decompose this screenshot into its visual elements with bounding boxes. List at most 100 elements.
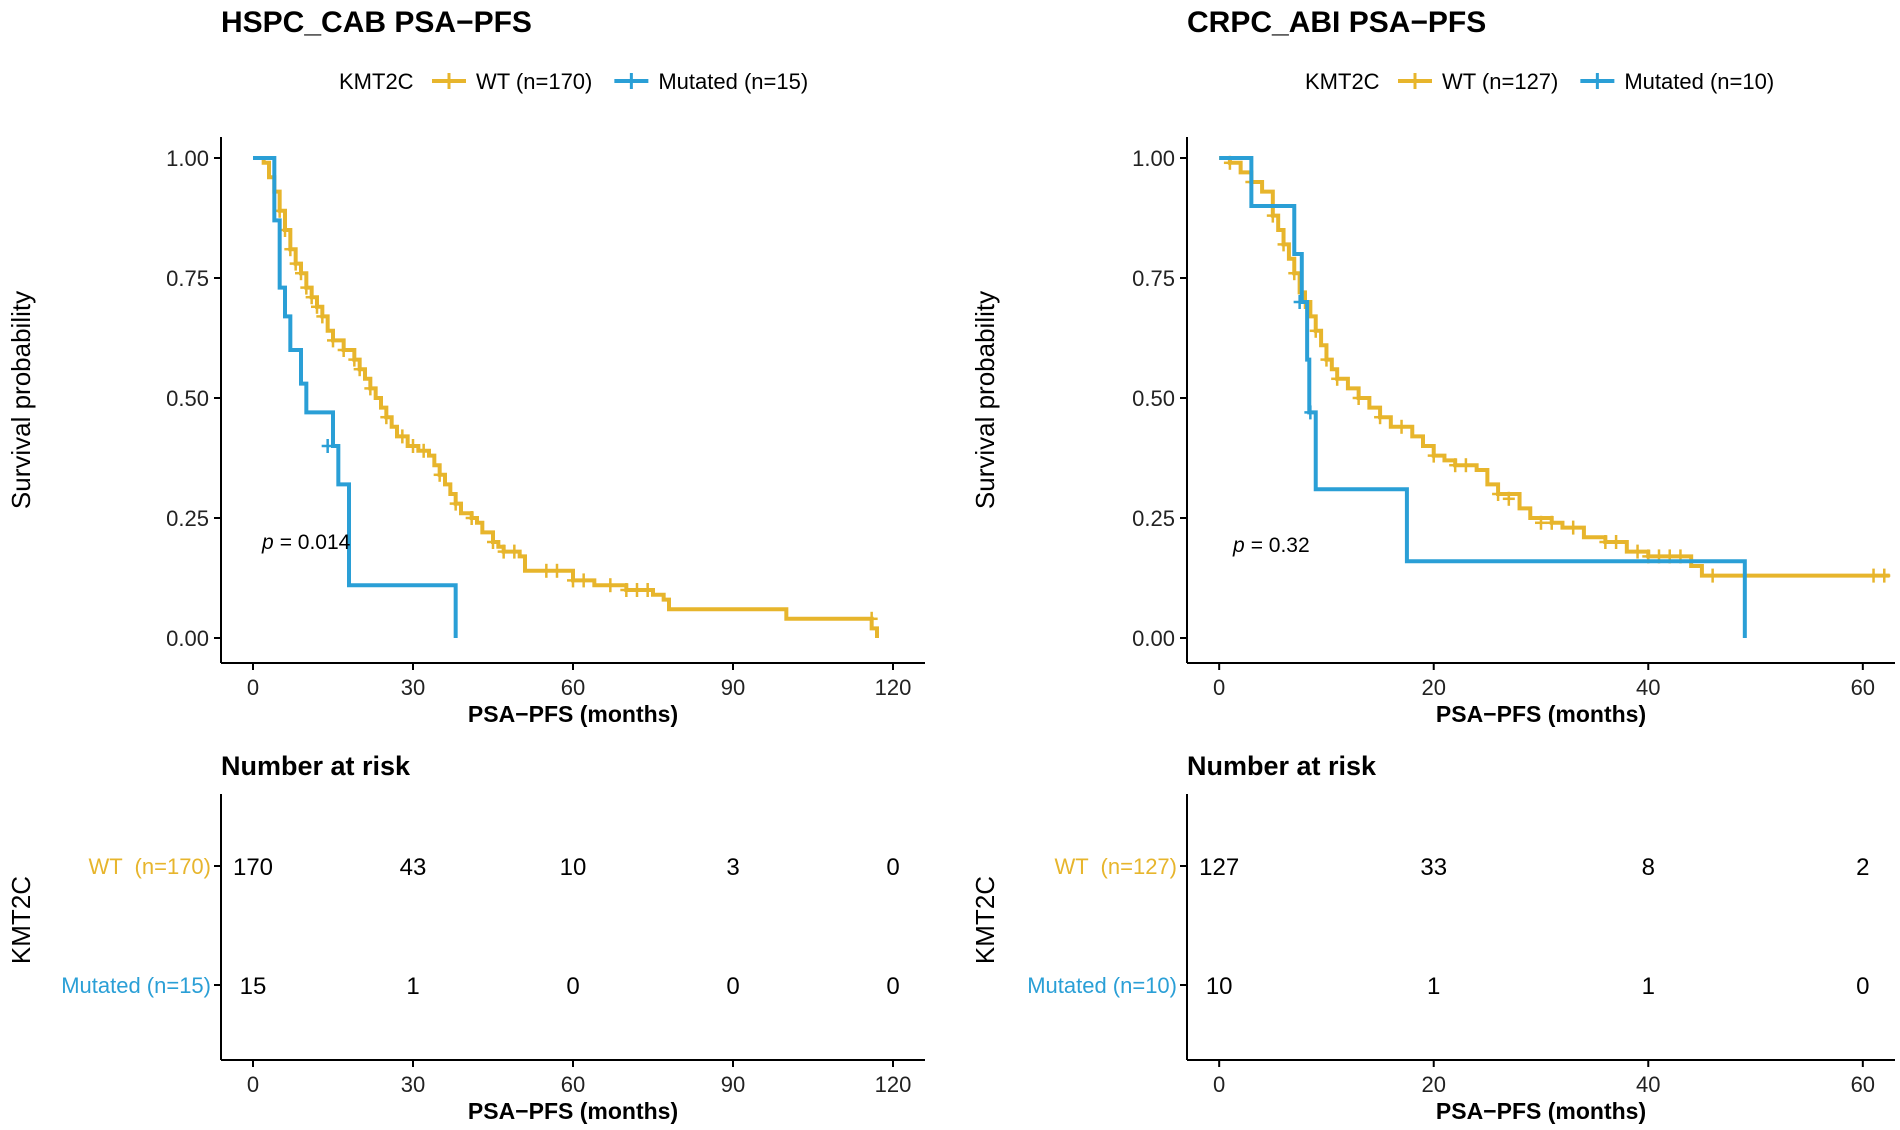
x-tick-label: 20 [1421,675,1445,700]
censor-mark [305,290,318,305]
censor-mark [380,410,393,425]
censor-mark [551,563,563,578]
censor-mark [353,362,366,377]
censor-mark [327,333,339,348]
risk-count: 2 [1856,854,1869,881]
censor-mark [497,544,510,559]
censor-mark [865,611,878,626]
km-curve [1219,156,1747,638]
p-value-symbol: p [1232,534,1245,557]
risk-count: 0 [886,973,899,1000]
risk-x-tick-label: 0 [1213,1072,1225,1097]
censor-mark [289,256,302,271]
y-tick-label: 0.50 [1132,386,1175,411]
censor-mark [295,266,307,281]
censor-mark [1293,295,1306,309]
censor-mark [487,535,499,549]
legend-entry: WT (n=127) [1442,69,1558,94]
risk-x-tick-label: 40 [1636,1072,1660,1097]
x-tick-label: 120 [875,675,912,700]
censor-mark [1352,391,1365,405]
censor-mark [1449,458,1462,473]
x-tick-label: 90 [721,675,745,700]
y-axis-label: Survival probability [970,291,1000,509]
risk-x-tick-label: 30 [401,1072,425,1097]
risk-count: 170 [233,854,273,881]
censor-mark [300,280,313,295]
risk-x-tick-label: 60 [1851,1072,1875,1097]
p-value-symbol: p [261,531,274,554]
risk-count: 0 [1856,973,1869,1000]
risk-x-tick-label: 120 [875,1072,912,1097]
censor-mark [604,578,617,593]
km-curve [253,156,879,638]
risk-count: 10 [560,854,587,881]
censor-mark [1288,266,1301,281]
y-tick-label: 1.00 [166,146,209,171]
y-tick-label: 0.25 [166,506,209,531]
p-value-text: = 0.014 [280,531,351,554]
censor-mark [407,439,419,453]
risk-count: 3 [726,854,739,881]
legend-title: KMT2C [339,69,414,94]
risk-x-axis-label: PSA−PFS (months) [1436,1098,1646,1124]
legend-entry: Mutated (n=15) [658,69,808,94]
p-value-annotation: p = 0.32 [1232,534,1310,557]
x-axis-label: PSA−PFS (months) [1436,701,1646,727]
censor-mark [1599,535,1612,549]
censor-mark [321,439,334,453]
risk-x-tick-label: 0 [247,1072,259,1097]
risk-count: 33 [1420,854,1447,881]
risk-x-tick-label: 20 [1421,1072,1445,1097]
series-1 [253,156,458,638]
p-value-text: = 0.32 [1251,534,1310,557]
censor-mark [465,511,478,525]
x-tick-label: 60 [561,675,585,700]
series-1 [1219,156,1747,638]
risk-count: 10 [1206,973,1233,1000]
censor-mark [1878,568,1891,583]
risk-count: 0 [886,854,899,881]
censor-mark [396,429,409,444]
censor-mark [311,299,323,314]
censor-mark [449,496,462,511]
legend: KMT2C WT (n=170) Mutated (n=15) [339,69,808,94]
chart-title: CRPC_ABI PSA−PFS [1187,6,1486,39]
x-tick-label: 0 [1213,675,1225,700]
legend-entry: WT (n=170) [476,69,592,94]
censor-mark [1374,410,1387,425]
risk-row-label: WT (n=127) [1055,854,1177,879]
risk-count: 43 [400,854,427,881]
y-axis-label: Survival probability [6,291,36,509]
censor-mark [417,443,430,458]
legend-title: KMT2C [1305,69,1380,94]
censor-mark [1277,237,1290,252]
censor-mark [284,242,297,257]
censor-mark [364,381,377,396]
censor-mark [1395,419,1408,434]
risk-count: 1 [406,973,419,1000]
censor-mark [1320,352,1333,367]
y-tick-label: 0.75 [1132,266,1175,291]
censor-mark [1492,487,1505,501]
y-tick-label: 0.00 [166,626,209,651]
censor-mark [620,583,633,597]
risk-row-label: WT (n=170) [89,854,211,879]
censor-mark [1610,535,1623,549]
x-tick-label: 30 [401,675,425,700]
censor-mark [577,573,590,588]
risk-count: 8 [1642,854,1655,881]
censor-mark [1502,491,1515,506]
risk-row-label: Mutated (n=15) [61,973,211,998]
censor-mark [540,563,553,578]
censor-mark [1331,371,1344,386]
y-tick-label: 0.75 [166,266,209,291]
censor-mark [316,309,329,324]
censor-mark [433,467,446,482]
y-tick-label: 0.50 [166,386,209,411]
p-value-annotation: p = 0.014 [261,531,351,554]
legend-entry: Mutated (n=10) [1624,69,1774,94]
censor-mark [1535,515,1547,530]
km-curve [1219,156,1890,578]
